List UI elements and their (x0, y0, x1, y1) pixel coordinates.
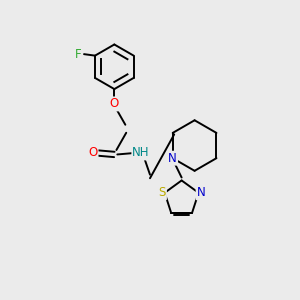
Text: O: O (88, 146, 98, 160)
Text: N: N (168, 152, 177, 165)
Text: F: F (75, 48, 82, 61)
Text: NH: NH (132, 146, 150, 160)
Text: S: S (159, 186, 166, 199)
Text: O: O (110, 98, 119, 110)
Text: N: N (196, 186, 205, 199)
